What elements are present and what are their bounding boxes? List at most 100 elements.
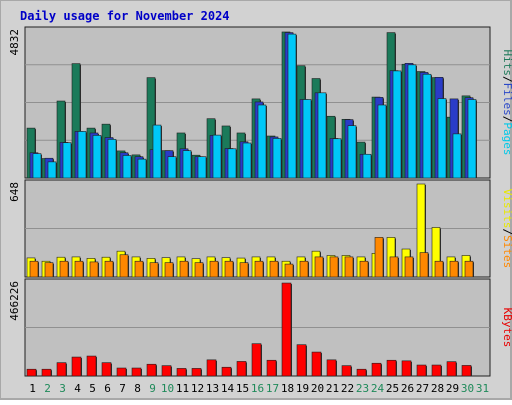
bar-sites-day-19 (299, 260, 309, 278)
bar-pages-day-14 (227, 148, 237, 179)
x-tick-label: 28 (431, 382, 444, 395)
bar-kbytes-day-1 (26, 368, 37, 377)
bar-pages-day-11 (182, 150, 192, 179)
bar-kbytes-day-5 (86, 355, 97, 377)
x-tick-label: 10 (161, 382, 174, 395)
x-tick-label: 29 (446, 382, 459, 395)
bar-sites-day-17 (269, 260, 279, 278)
x-tick-labels: 1 2 3 4 5 6 7 8 9 10 11 12 13 14 15 16 17 18 19 20 21 22 23 24 2… (29, 382, 489, 395)
bar-sites-day-9 (149, 262, 159, 278)
bar-pages-day-27 (422, 73, 432, 179)
x-tick-label: 26 (401, 382, 414, 395)
bar-sites-day-1 (29, 260, 39, 278)
x-tick-label: 17 (266, 382, 279, 395)
y-max-label: 4832 (8, 29, 21, 56)
bar-pages-day-29 (452, 133, 462, 179)
bar-kbytes-day-19 (296, 344, 307, 377)
bar-sites-day-3 (59, 260, 69, 278)
bar-kbytes-day-6 (101, 362, 112, 377)
bar-sites-day-18 (284, 263, 294, 278)
bar-pages-day-8 (137, 158, 147, 179)
bar-pages-day-7 (122, 155, 132, 179)
bar-pages-day-25 (392, 70, 402, 179)
bar-sites-day-27 (419, 252, 429, 278)
bar-kbytes-day-18 (281, 282, 292, 377)
bar-pages-day-5 (92, 135, 102, 179)
bar-sites-day-22 (344, 256, 354, 278)
x-tick-label: 1 (29, 382, 36, 395)
legend-separator: / (501, 229, 512, 236)
bar-sites-day-5 (89, 261, 99, 278)
bar-kbytes-day-22 (341, 365, 352, 377)
bar-pages-day-9 (152, 124, 162, 179)
bar-kbytes-day-13 (206, 359, 217, 377)
legend-entry: Pages (501, 122, 512, 155)
bar-kbytes-day-11 (176, 368, 187, 377)
legend-entry: Sites (501, 235, 512, 268)
bar-kbytes-day-23 (356, 368, 367, 377)
legend-entry: Hits (501, 50, 512, 77)
bar-pages-day-13 (212, 134, 222, 179)
bar-sites-day-29 (449, 260, 459, 278)
bar-pages-day-1 (32, 153, 42, 179)
bar-pages-day-2 (47, 161, 57, 179)
bar-pages-day-22 (347, 125, 357, 179)
legend: Visits/Sites (501, 189, 512, 269)
bar-kbytes-day-12 (191, 368, 202, 377)
bar-kbytes-day-16 (251, 343, 262, 377)
bar-sites-day-15 (239, 262, 249, 278)
bar-kbytes-day-17 (266, 359, 277, 377)
x-tick-label: 18 (281, 382, 294, 395)
bar-kbytes-day-28 (431, 364, 442, 377)
bar-sites-day-12 (194, 262, 204, 278)
x-tick-label: 12 (191, 382, 204, 395)
bar-pages-day-10 (167, 156, 177, 179)
x-tick-label: 19 (296, 382, 309, 395)
y-max-label: 466226 (8, 281, 21, 321)
bar-sites-day-26 (404, 256, 414, 278)
bar-sites-day-10 (164, 262, 174, 278)
x-tick-label: 16 (251, 382, 264, 395)
bar-pages-day-23 (362, 153, 372, 179)
x-tick-label: 4 (74, 382, 81, 395)
bar-pages-day-17 (272, 138, 282, 179)
bar-kbytes-day-9 (146, 363, 157, 377)
chart-title: Daily usage for November 2024 (20, 9, 230, 23)
bar-pages-day-12 (197, 156, 207, 179)
bar-pages-day-4 (77, 131, 87, 179)
bar-sites-day-13 (209, 260, 219, 278)
x-tick-label: 15 (236, 382, 249, 395)
x-tick-label: 5 (89, 382, 96, 395)
bar-kbytes-day-8 (131, 367, 142, 377)
bar-pages-day-20 (317, 92, 327, 179)
bar-pages-day-24 (377, 104, 387, 179)
bar-pages-day-16 (257, 104, 267, 179)
x-tick-label: 8 (134, 382, 141, 395)
bar-kbytes-day-3 (56, 362, 67, 377)
bar-pages-day-6 (107, 139, 117, 179)
y-max-label: 648 (8, 182, 21, 202)
bar-sites-day-21 (329, 256, 339, 278)
bar-kbytes-day-24 (371, 362, 382, 377)
bar-sites-day-4 (74, 260, 84, 278)
x-tick-label: 24 (371, 382, 385, 395)
bar-pages-day-28 (437, 98, 447, 179)
x-tick-label: 25 (386, 382, 399, 395)
bar-kbytes-day-15 (236, 361, 247, 377)
bar-sites-day-14 (224, 260, 234, 278)
bar-kbytes-day-21 (326, 359, 337, 377)
legend-separator: / (501, 76, 512, 83)
bar-pages-day-3 (62, 142, 72, 179)
bar-sites-day-30 (464, 260, 474, 278)
x-tick-label: 31 (476, 382, 489, 395)
bar-kbytes-day-14 (221, 366, 232, 377)
bar-kbytes-day-26 (401, 360, 412, 377)
bar-kbytes-day-10 (161, 365, 172, 377)
x-tick-label: 23 (356, 382, 369, 395)
x-tick-label: 14 (221, 382, 235, 395)
bar-pages-day-21 (332, 138, 342, 179)
x-tick-label: 30 (461, 382, 474, 395)
x-tick-label: 2 (44, 382, 51, 395)
bar-kbytes-day-25 (386, 359, 397, 377)
